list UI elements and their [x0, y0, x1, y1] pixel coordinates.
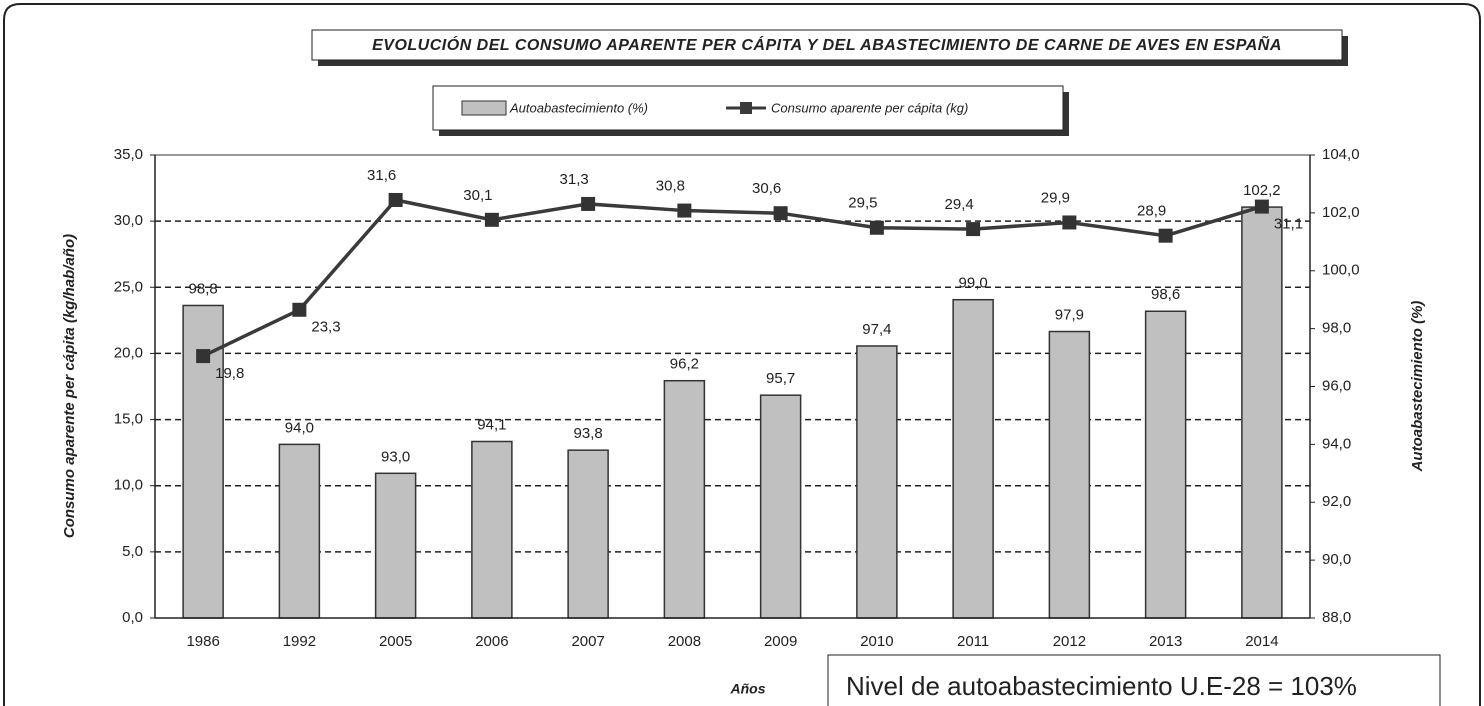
y-tick-label: 25,0: [114, 278, 143, 295]
line-marker: [1158, 228, 1173, 243]
line-value-label: 19,8: [215, 365, 244, 382]
y-tick-label: 10,0: [114, 477, 143, 494]
bar-value-label: 93,8: [574, 425, 603, 442]
x-tick-label: 2011: [957, 633, 989, 650]
x-tick-label: 1992: [283, 633, 316, 650]
legend-marker: [740, 102, 752, 114]
y2-tick-label: 94,0: [1322, 435, 1351, 452]
line-marker: [196, 349, 211, 364]
line-value-label: 30,6: [752, 180, 781, 197]
y2-tick-label: 100,0: [1322, 262, 1360, 279]
y2-tick-label: 88,0: [1322, 609, 1351, 626]
x-tick-label: 2014: [1245, 633, 1278, 650]
line-value-label: 23,3: [311, 319, 340, 336]
bar-value-label: 93,0: [381, 448, 410, 465]
bar-value-label: 102,2: [1243, 182, 1281, 199]
y2-axis-label: Autoabastecimiento (%): [1409, 301, 1426, 473]
frame: [3, 3, 1481, 706]
y2-tick-label: 104,0: [1322, 146, 1360, 163]
y-axis-label: Consumo aparente per cápita (kg/hab/año): [61, 234, 78, 538]
annotation: Nivel de autoabastecimiento U.E-28 = 103…: [846, 671, 1357, 701]
line-marker: [966, 222, 981, 237]
line-marker: [773, 206, 788, 221]
line-value-label: 31,3: [560, 171, 589, 188]
bar-value-label: 97,4: [862, 321, 891, 338]
line-value-label: 30,8: [656, 178, 685, 195]
legend-label: Autoabastecimiento (%): [509, 100, 648, 115]
bar: [1241, 206, 1283, 619]
line: [202, 198, 1263, 358]
x-tick-label: 2007: [571, 633, 604, 650]
x-tick-label: 2005: [379, 633, 412, 650]
line-value-label: 29,5: [848, 195, 877, 212]
bar: [759, 394, 802, 619]
line-marker: [1254, 199, 1269, 214]
y-tick-label: 35,0: [114, 146, 143, 163]
bar: [1144, 310, 1187, 619]
line-value-label: 29,4: [945, 196, 974, 213]
bar-value-label: 98,8: [189, 280, 218, 297]
y2-tick-label: 92,0: [1322, 493, 1351, 510]
bar-value-label: 98,6: [1151, 286, 1180, 303]
x-tick-label: 2013: [1149, 633, 1182, 650]
bar-value-label: 96,2: [670, 356, 699, 373]
y-tick-label: 20,0: [114, 344, 143, 361]
line-value-label: 29,9: [1041, 189, 1070, 206]
x-tick-label: 2009: [764, 633, 797, 650]
x-tick-label: 2008: [668, 633, 701, 650]
line-marker: [581, 196, 596, 211]
bar: [567, 449, 609, 619]
line-marker: [677, 203, 692, 218]
bar: [663, 379, 706, 619]
bar: [374, 472, 417, 619]
bar-value-label: 94,0: [285, 419, 314, 436]
line-marker: [484, 212, 499, 227]
x-tick-label: 2010: [860, 633, 893, 650]
bar: [952, 298, 994, 619]
y-tick-label: 5,0: [122, 543, 143, 560]
line-marker: [292, 302, 307, 317]
y2-tick-label: 90,0: [1322, 551, 1351, 568]
line-value-label: 30,1: [463, 187, 492, 204]
bar-value-label: 97,9: [1055, 306, 1084, 323]
bar: [856, 345, 898, 619]
y-tick-label: 0,0: [122, 609, 143, 626]
y-tick-label: 15,0: [114, 411, 143, 428]
line-marker: [388, 192, 403, 207]
y2-tick-label: 98,0: [1322, 320, 1351, 337]
x-tick-label: 2006: [475, 633, 508, 650]
bar: [278, 443, 321, 619]
bar-value-label: 94,1: [477, 416, 506, 433]
x-axis-label: Años: [730, 681, 766, 697]
y2-tick-label: 96,0: [1322, 377, 1351, 394]
chart-title: EVOLUCIÓN DEL CONSUMO APARENTE PER CÁPIT…: [372, 34, 1282, 54]
bar: [1048, 330, 1091, 619]
x-tick-label: 2012: [1053, 633, 1086, 650]
bar-value-label: 99,0: [959, 275, 988, 292]
legend-swatch: [461, 100, 507, 116]
line-marker: [1062, 215, 1077, 230]
legend-label: Consumo aparente per cápita (kg): [771, 100, 968, 115]
line-marker: [869, 220, 884, 235]
line-value-label: 31,1: [1274, 216, 1303, 233]
annotation-box: [827, 654, 1441, 706]
x-tick-label: 1986: [186, 633, 219, 650]
title-box: [311, 29, 1343, 61]
bar: [471, 440, 513, 619]
line-value-label: 31,6: [367, 167, 396, 184]
y2-tick-label: 102,0: [1322, 204, 1360, 221]
bar-value-label: 95,7: [766, 370, 795, 387]
line-value-label: 28,9: [1137, 203, 1166, 220]
y-tick-label: 30,0: [114, 212, 143, 229]
